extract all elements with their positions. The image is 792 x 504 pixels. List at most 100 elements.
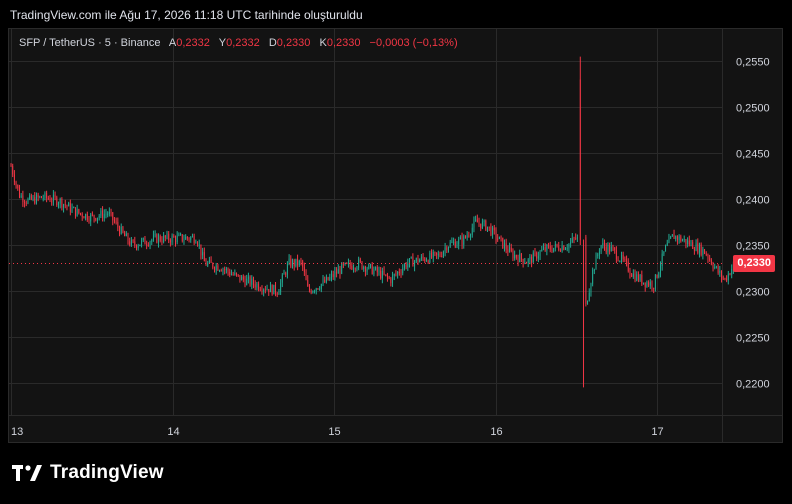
candle-body [207, 262, 209, 266]
candle-body [314, 290, 315, 292]
candle-body [244, 279, 246, 286]
candle-body [27, 198, 29, 204]
candle-body [673, 234, 675, 239]
candle-body [239, 274, 241, 281]
candle-body [595, 255, 597, 270]
candle-body [298, 260, 300, 266]
candle-body [34, 196, 36, 204]
candle-body [437, 254, 439, 256]
candle-body [317, 288, 319, 290]
candle-body [64, 204, 66, 206]
candle-body [622, 255, 624, 260]
brand-footer[interactable]: TradingView [12, 462, 164, 484]
candle-body [230, 274, 232, 276]
candle-body [336, 271, 338, 274]
candle-body [378, 270, 380, 273]
candle-body [588, 292, 590, 301]
candle-body [670, 236, 672, 239]
candle-body [175, 237, 176, 243]
candle-body [117, 221, 119, 228]
candle-body [461, 237, 463, 245]
price-chart[interactable]: 0,2550 0,2500 0,2450 0,2400 0,2350 0,2300 0,22… [9, 29, 782, 442]
candle-body [531, 256, 533, 263]
candle-body [712, 264, 714, 269]
candle-body [665, 245, 667, 252]
candle-body [556, 244, 558, 247]
candle-body [424, 258, 426, 262]
candle-body [422, 256, 424, 259]
candle-body [454, 241, 456, 248]
candle-body [32, 196, 34, 200]
candle-body [419, 259, 421, 263]
candle-body [427, 260, 429, 263]
candle-body [42, 198, 44, 200]
candle-body [459, 237, 461, 240]
candle-body [371, 264, 373, 275]
candle-body [483, 220, 485, 222]
candle-body [25, 202, 27, 204]
candle-body [699, 244, 700, 253]
candle-body [129, 241, 131, 245]
candle-body [541, 249, 543, 252]
candle-body [441, 256, 443, 258]
candle-body [724, 278, 726, 280]
candle-body [634, 273, 636, 281]
chart-panel[interactable]: 0,2550 0,2500 0,2450 0,2400 0,2350 0,2300 0,22… [8, 28, 783, 443]
candle-body [83, 216, 85, 219]
candle-body [504, 243, 505, 249]
y-tick-label: 0,2450 [736, 149, 770, 161]
candle-body [719, 270, 721, 273]
candle-body [80, 213, 81, 215]
candle-body [181, 234, 183, 241]
candle-body [159, 236, 161, 241]
candle-body [100, 210, 102, 216]
candle-body [412, 257, 414, 267]
candle-body [300, 260, 302, 262]
candle-body [473, 220, 475, 228]
candle-body [526, 262, 527, 264]
candle-body [414, 261, 416, 267]
candle-body [661, 253, 663, 267]
symbol-label[interactable]: SFP / TetherUS · 5 · Binance [19, 37, 161, 49]
candle-body [103, 213, 105, 219]
candle-body [254, 284, 256, 288]
candle-body [280, 282, 282, 292]
candle-body [122, 226, 124, 233]
candle-body [654, 274, 656, 289]
candle-body [575, 238, 577, 240]
candle-body [183, 239, 185, 241]
candle-body [373, 269, 375, 275]
candle-body [546, 244, 548, 251]
candle-body [112, 212, 114, 221]
candle-body [621, 255, 622, 261]
candle-body [275, 284, 276, 294]
candle-body [680, 236, 682, 242]
candle-body [132, 240, 134, 242]
candle-body [444, 247, 446, 252]
candle-body [639, 274, 641, 281]
candle-body [497, 238, 499, 240]
candle-body [12, 166, 14, 175]
candle-body [319, 289, 321, 291]
candle-body [91, 214, 93, 216]
candle-body [442, 251, 444, 257]
candle-body [242, 276, 244, 280]
candle-body [202, 252, 204, 256]
candle-body [676, 236, 678, 241]
high-value: 0,2332 [226, 37, 260, 49]
candle-body [236, 272, 237, 275]
close-value: 0,2330 [326, 37, 361, 49]
candle-body [154, 234, 156, 236]
candle-body [341, 263, 343, 274]
candle-body [268, 289, 270, 293]
candle-body [283, 273, 285, 275]
candle-body [563, 245, 565, 250]
candle-body [548, 244, 550, 247]
candle-body [417, 258, 419, 263]
candle-body [478, 222, 480, 224]
candle-body [186, 236, 188, 239]
high-label: Y [218, 37, 227, 49]
candle-body [305, 272, 307, 281]
candle-body [88, 219, 90, 222]
candle-body [73, 207, 75, 209]
